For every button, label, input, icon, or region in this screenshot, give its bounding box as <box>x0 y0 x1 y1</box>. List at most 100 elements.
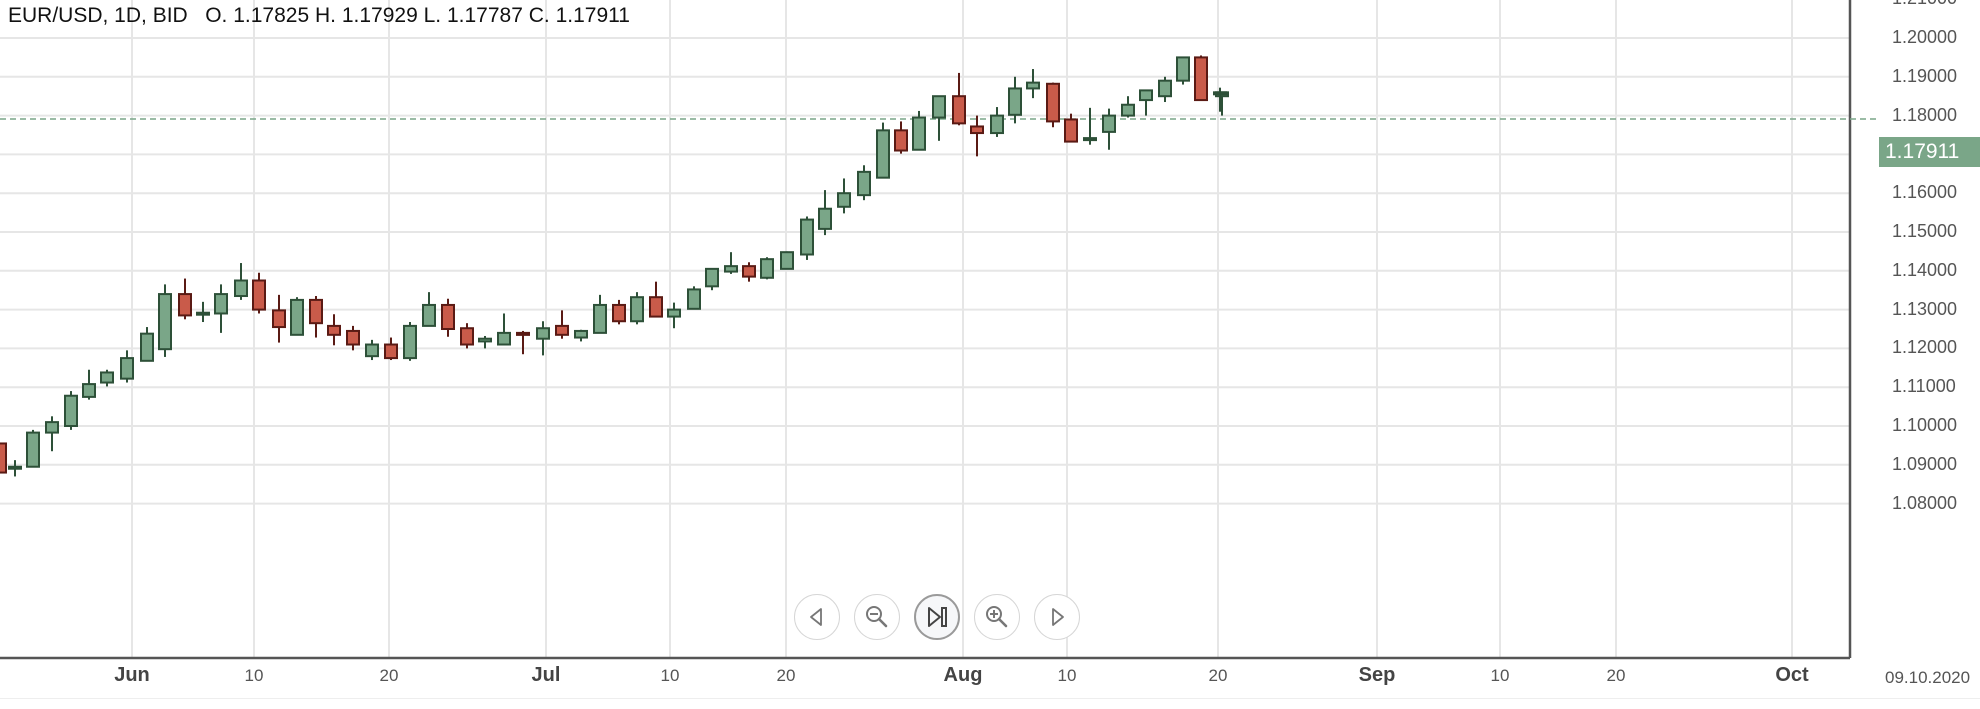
candle-bullish <box>593 294 607 334</box>
candle-bullish <box>990 107 1004 137</box>
candle-bullish <box>1176 56 1190 85</box>
price-tick-label: 1.16000 <box>1892 182 1958 203</box>
close-value: 1.17911 <box>555 4 630 27</box>
candle-bullish <box>158 284 172 357</box>
candle-bullish <box>724 252 738 274</box>
date-tick-label: 20 <box>776 666 796 685</box>
candle-bullish <box>82 369 96 400</box>
candle-bullish <box>760 257 774 280</box>
date-tick-label: 20 <box>1208 666 1228 685</box>
candle-bearish <box>555 310 569 339</box>
chart-navigation <box>794 594 1080 640</box>
zoom-out-button[interactable] <box>854 594 900 640</box>
candle-bullish <box>1213 87 1227 112</box>
candle-bearish <box>441 298 455 337</box>
price-tick-label: 1.20000 <box>1892 27 1958 47</box>
candle-bullish <box>876 122 890 179</box>
candle-bearish <box>346 325 360 351</box>
candle-bullish <box>705 267 719 291</box>
candle-bullish <box>1139 89 1153 116</box>
candle-bullish <box>64 391 78 430</box>
date-tick-label: 10 <box>1057 666 1077 685</box>
date-tick-label: 10 <box>1490 666 1510 685</box>
date-tick-label: 20 <box>379 666 399 685</box>
candle-bearish <box>0 442 7 474</box>
date-tick-label: Aug <box>943 664 983 686</box>
candle-bearish <box>178 278 192 320</box>
date-tick-label: Jun <box>114 664 150 686</box>
date-tick-label: 10 <box>660 666 680 685</box>
candle-bullish <box>1008 76 1022 124</box>
current-date-label: 09.10.2020 <box>1885 668 1971 687</box>
candle-bullish <box>497 313 511 346</box>
current-price-tag: 1.17911 <box>1879 137 1980 167</box>
go-to-latest-button[interactable] <box>914 594 960 640</box>
low-value: 1.17787 <box>446 4 523 27</box>
open-value: 1.17825 <box>233 4 310 27</box>
price-tick-label: 1.09000 <box>1892 453 1958 474</box>
high-value: 1.17929 <box>341 4 418 27</box>
zoom-in-icon <box>986 606 1008 628</box>
candle-bearish <box>894 121 908 154</box>
candle-bearish <box>460 323 474 349</box>
candle-bearish <box>1064 113 1078 143</box>
price-tick-label: 1.11000 <box>1892 376 1956 397</box>
open-label: O. <box>205 4 228 27</box>
date-tick-label: Oct <box>1775 664 1809 686</box>
triangle-right-icon <box>1052 608 1064 626</box>
high-label: H. <box>315 4 336 27</box>
date-tick-label: 20 <box>1606 666 1626 685</box>
triangle-left-icon <box>810 608 822 626</box>
price-tick-label: 1.19000 <box>1892 65 1958 86</box>
candle-bullish <box>1121 96 1135 118</box>
candle-bearish <box>327 314 341 346</box>
candle-bullish <box>45 416 59 452</box>
candle-bullish <box>630 292 644 325</box>
zoom-in-button[interactable] <box>974 594 1020 640</box>
date-tick-label: Jul <box>531 664 561 686</box>
candle-bullish <box>857 165 871 201</box>
price-tick-label: 1.14000 <box>1892 259 1958 280</box>
candle-bullish <box>8 460 22 477</box>
date-tick-label: 10 <box>244 666 264 685</box>
close-label: C. <box>528 4 550 27</box>
candle-bullish <box>912 110 926 151</box>
price-tick-label: 1.13000 <box>1892 298 1958 319</box>
candle-bearish <box>649 281 663 318</box>
candle-bullish <box>140 327 154 362</box>
candle-bullish <box>687 286 701 310</box>
candle-bearish <box>1046 82 1060 128</box>
candle-bullish <box>1102 108 1116 150</box>
candle-bullish <box>290 297 304 336</box>
candle-bullish <box>1026 69 1040 99</box>
candle-bullish <box>1158 76 1172 103</box>
candle-bullish <box>234 263 248 300</box>
candle-bullish <box>780 251 794 270</box>
candle-bearish <box>516 330 530 355</box>
candle-bullish <box>100 369 114 387</box>
scroll-left-button[interactable] <box>794 594 840 640</box>
navigator-strip[interactable] <box>0 698 1980 709</box>
scroll-right-button[interactable] <box>1034 594 1080 640</box>
price-tick-label: 1.18000 <box>1892 104 1958 125</box>
candle-bullish <box>365 339 379 361</box>
zoom-out-icon <box>866 606 888 628</box>
candle-bearish <box>742 262 756 282</box>
candle-bullish <box>837 178 851 214</box>
candle-bullish <box>403 322 417 361</box>
candle-bullish <box>574 329 588 342</box>
candle-bearish <box>952 72 966 126</box>
price-tick-label: 1.10000 <box>1892 415 1958 435</box>
symbol-label: EUR/USD, 1D, BID <box>8 4 188 27</box>
candle-bearish <box>970 115 984 157</box>
candle-bullish <box>536 321 550 356</box>
price-tick-label: 1.21000 <box>1892 0 1957 9</box>
candle-bearish <box>272 294 286 343</box>
skip-to-end-icon <box>928 607 947 627</box>
candle-bearish <box>309 296 323 338</box>
price-tick-label: 1.08000 <box>1892 492 1958 513</box>
candle-bullish <box>214 284 228 333</box>
candle-bullish <box>196 301 210 323</box>
candle-bearish <box>612 299 626 325</box>
